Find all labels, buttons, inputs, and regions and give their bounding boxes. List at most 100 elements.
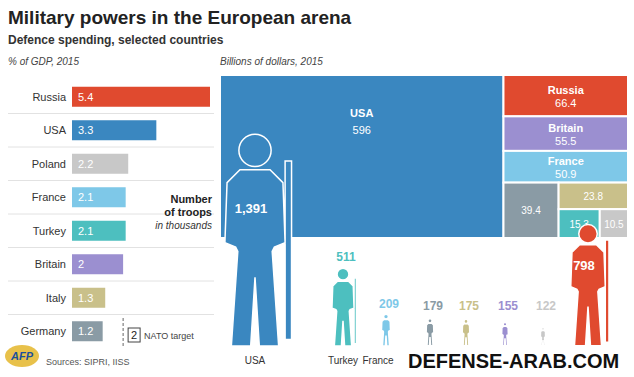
soldier-body bbox=[571, 240, 609, 346]
soldier-head bbox=[428, 319, 432, 323]
category-label: Turkey bbox=[33, 225, 67, 237]
tile bbox=[220, 75, 503, 238]
data-label: 50.9 bbox=[555, 168, 576, 180]
soldier bbox=[225, 134, 292, 346]
soldier-body bbox=[381, 318, 391, 346]
grid-line bbox=[8, 247, 214, 248]
soldier-head bbox=[503, 322, 507, 326]
grid-line bbox=[8, 113, 214, 114]
reference-label: NATO target bbox=[144, 331, 194, 341]
soldier-body bbox=[540, 330, 546, 346]
bar bbox=[72, 87, 210, 107]
soldier-body bbox=[426, 322, 435, 346]
chart-title: of troops bbox=[164, 206, 212, 218]
grid-line bbox=[8, 147, 214, 148]
data-label: 39.4 bbox=[521, 205, 541, 216]
chart-title: Number bbox=[170, 193, 212, 205]
category-label: Germany bbox=[21, 325, 67, 337]
bar bbox=[72, 221, 126, 241]
bar bbox=[72, 321, 103, 341]
chart-title: % of GDP, 2015 bbox=[8, 56, 79, 67]
soldier bbox=[426, 319, 435, 346]
logo-shape bbox=[5, 345, 39, 367]
subtitle: Defence spending, selected countries bbox=[8, 33, 224, 47]
category-label: France bbox=[32, 191, 66, 203]
figures bbox=[225, 134, 609, 346]
tile-label: France bbox=[548, 155, 584, 167]
watermark: DEFENSE-ARAB.COM bbox=[408, 350, 619, 372]
data-label: 1,391 bbox=[235, 201, 268, 216]
data-label: 1.2 bbox=[78, 325, 93, 337]
bar bbox=[72, 120, 156, 140]
category-label: Poland bbox=[32, 158, 66, 170]
soldier-body bbox=[332, 278, 356, 346]
data-label: 155 bbox=[498, 299, 518, 313]
data-label: 2.1 bbox=[78, 191, 93, 203]
background bbox=[0, 0, 634, 377]
data-label: 23.8 bbox=[584, 191, 604, 202]
soldier-body bbox=[462, 323, 470, 346]
soldier bbox=[462, 319, 470, 346]
soldier-head bbox=[464, 319, 468, 323]
grid-line bbox=[8, 281, 214, 282]
infographic: Military powers in the European arena Def… bbox=[0, 0, 634, 377]
category-label: USA bbox=[245, 355, 266, 366]
data-label: 2 bbox=[78, 258, 84, 270]
category-label: France bbox=[362, 355, 394, 366]
data-label: 209 bbox=[379, 297, 399, 311]
soldier bbox=[332, 268, 356, 346]
tile bbox=[600, 209, 628, 238]
bar bbox=[72, 154, 128, 174]
soldier bbox=[381, 314, 391, 346]
soldier-head bbox=[337, 268, 349, 280]
chart-subtitle: in thousands bbox=[155, 220, 212, 231]
category-label: USA bbox=[43, 124, 66, 136]
soldier-head bbox=[542, 327, 545, 330]
sources: Sources: SIPRI, IISS bbox=[46, 357, 130, 367]
tile-label: Russia bbox=[548, 84, 585, 96]
data-label: 10.5 bbox=[604, 219, 624, 230]
title: Military powers in the European arena bbox=[8, 7, 352, 28]
tile bbox=[503, 116, 628, 151]
tile-label: USA bbox=[350, 107, 373, 119]
bar bbox=[72, 288, 105, 308]
data-label: 3.3 bbox=[78, 124, 93, 136]
data-label: 511 bbox=[336, 250, 356, 264]
category-label: Italy bbox=[46, 292, 67, 304]
tile-label: Britain bbox=[548, 122, 583, 134]
soldier-body bbox=[225, 161, 292, 346]
grid-line bbox=[8, 314, 214, 315]
reference-box bbox=[128, 328, 140, 342]
soldier-body bbox=[502, 325, 509, 346]
category-label: Russia bbox=[32, 91, 67, 103]
data-label: 122 bbox=[536, 299, 556, 313]
data-label: 596 bbox=[353, 124, 371, 136]
chart-title: Billions of dollars, 2015 bbox=[220, 56, 323, 67]
data-label: 175 bbox=[459, 299, 479, 313]
tile bbox=[503, 183, 558, 238]
data-label: 66.4 bbox=[555, 97, 576, 109]
tile bbox=[503, 151, 628, 183]
soldier bbox=[502, 322, 509, 346]
soldier-head bbox=[239, 134, 271, 166]
data-label: 2.1 bbox=[78, 225, 93, 237]
soldier-head bbox=[579, 225, 598, 244]
data-label: 798 bbox=[573, 258, 595, 273]
logo: AFP bbox=[10, 350, 34, 362]
watermark-box bbox=[400, 345, 634, 377]
soldier-head bbox=[384, 314, 389, 319]
data-label: 1.3 bbox=[78, 292, 93, 304]
bar bbox=[72, 254, 123, 274]
category-label: Turkey bbox=[328, 355, 358, 366]
soldier bbox=[540, 327, 546, 346]
tile bbox=[503, 75, 628, 116]
grid-line bbox=[8, 180, 214, 181]
data-label: 5.4 bbox=[78, 91, 93, 103]
reference-value: 2 bbox=[131, 329, 137, 341]
soldier bbox=[571, 225, 609, 346]
reference-line bbox=[123, 318, 124, 346]
data-label: 179 bbox=[423, 299, 443, 313]
bar bbox=[72, 187, 126, 207]
category-label: Britain bbox=[35, 258, 66, 270]
data-label: 2.2 bbox=[78, 158, 93, 170]
